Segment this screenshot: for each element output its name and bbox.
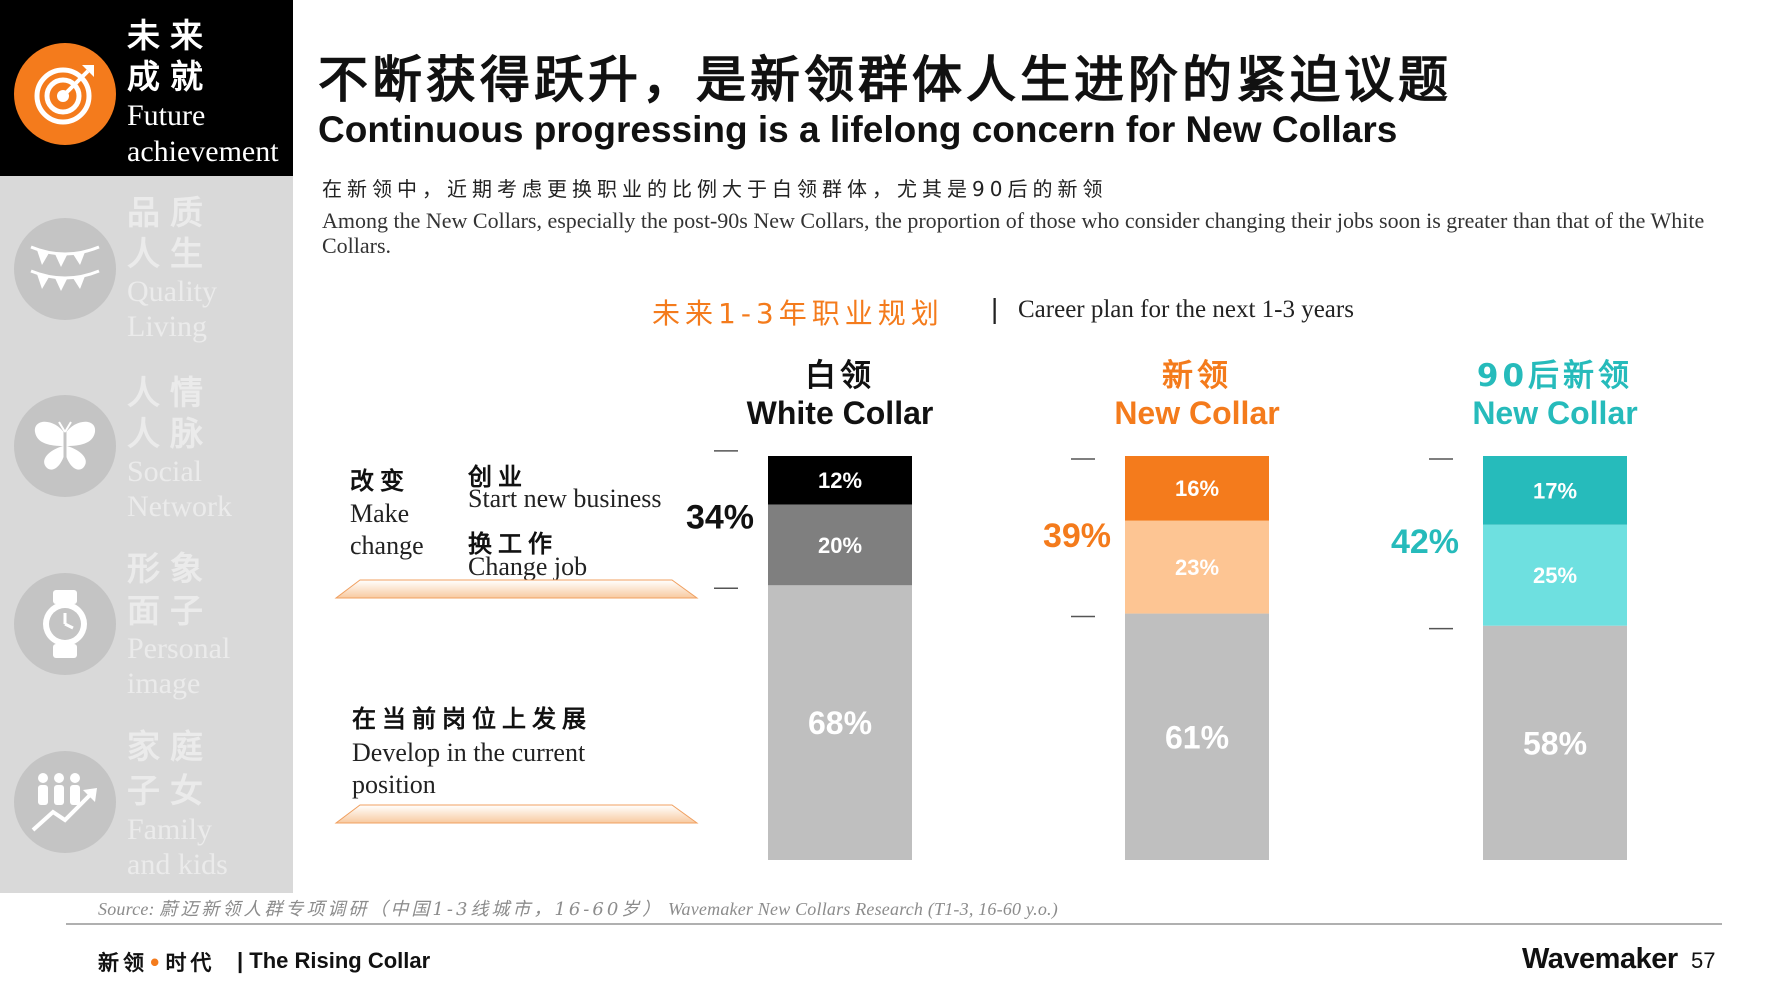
source-label: Source: [98,899,155,919]
data-label: 68% [808,705,872,741]
bar-segment [768,504,912,586]
category-title-zh: 90后新领 [1477,358,1633,394]
develop-label-zh: 在当前岗位上发展 [352,705,592,733]
make-change-label-en: Make [350,499,410,528]
description-en: Among the New Collars, especially the po… [322,208,1705,258]
data-label: 61% [1165,719,1229,755]
category-title-zh: 白领 [805,358,875,394]
make-change-label-en: change [350,531,424,560]
data-label: 58% [1523,725,1587,761]
bar-segment [768,456,912,505]
sidebar-label-zh: 子女 [127,771,213,810]
wavemaker-logo: Wavemaker [1522,943,1678,975]
watch-icon [14,573,116,675]
brand-zh: 新领•时代 [98,947,215,977]
sidebar-label-en: Quality [127,275,217,308]
data-label: 23% [1175,555,1219,580]
sidebar-label-en: achievement [127,135,279,168]
bar-segment [1483,625,1627,860]
make-change-bracket [334,579,699,599]
sidebar-item-quality-living[interactable]: 品质 人生 Quality Living [0,176,293,352]
sidebar-label-en: Personal [127,632,231,665]
sidebar: 未来 成就 Future achievement 品质 人生 Quality L… [0,0,293,893]
butterfly-icon [14,395,116,497]
bar-segment [1483,456,1627,525]
brand-dot: • [148,951,166,975]
sidebar-label-zh: 人生 [127,234,213,273]
sidebar-label-en: Living [127,310,207,343]
page-title-en: Continuous progressing is a lifelong con… [318,109,1398,150]
page-number: 57 [1691,948,1716,973]
family-growth-icon [14,751,116,853]
bar-segment [1125,456,1269,521]
data-label: 12% [818,468,862,493]
sidebar-label-en: Network [127,490,232,523]
sidebar-label-en: Future [127,99,206,132]
chart-title-separator: | [991,293,999,324]
sidebar-label-zh: 成就 [127,57,213,96]
sidebar-label-zh: 面子 [127,591,213,630]
sidebar-label-zh: 人情 [127,373,213,412]
category-title-en: New Collar [1114,395,1279,431]
category-title-en: New Collar [1472,395,1637,431]
sidebar-item-social-network[interactable]: 人情 人脉 Social Network [0,352,293,528]
sidebar-label-zh: 未来 [127,16,213,55]
data-label: 20% [818,533,862,558]
sidebar-item-family-kids[interactable]: 家庭 子女 Family and kids [0,704,293,893]
change-job-label-zh: 换工作 [468,530,558,558]
footer-divider [66,923,1722,925]
category-title-zh: 新领 [1162,358,1232,394]
sidebar-label-en: Family [127,813,213,846]
make-change-label-zh: 改变 [350,467,410,495]
sidebar-label-zh: 人脉 [127,414,213,453]
change-job-label-en: Change job [468,552,588,581]
sidebar-label-en: and kids [127,848,228,881]
brand-zh-part1: 新领 [98,951,148,975]
sidebar-item-future-achievement[interactable]: 未来 成就 Future achievement [0,0,293,176]
category-title-en: White Collar [747,395,934,431]
target-icon [14,43,116,145]
bar-segment [1125,520,1269,614]
data-label: 25% [1533,563,1577,588]
develop-label-en: Develop in the current [352,738,586,767]
sidebar-label-zh: 家庭 [127,727,213,766]
description-zh: 在新领中，近期考虑更换职业的比例大于白领群体，尤其是90后的新领 [322,177,1108,201]
make-change-total-label: 39% [1043,517,1111,555]
sidebar-label-zh: 形象 [127,549,213,588]
brand-zh-part2: 时代 [165,951,216,975]
bunting-icon [14,218,116,320]
sidebar-item-personal-image[interactable]: 形象 面子 Personal image [0,528,293,704]
bar-segment [1125,613,1269,860]
develop-bracket [334,804,699,824]
source-en: Wavemaker New Collars Research (T1-3, 16… [668,899,1058,919]
sidebar-label-en: image [127,667,201,700]
start-business-label-zh: 创业 [468,463,528,491]
bar-segment [1483,524,1627,626]
chart-title-en: Career plan for the next 1-3 years [1018,296,1354,323]
brand-en: | The Rising Collar [237,948,431,973]
sidebar-label-en: Social [127,455,202,488]
source-note: Source: 蔚迈新领人群专项调研（中国1-3线城市，16-60岁） Wave… [98,895,1058,921]
develop-label-en: position [352,770,436,799]
chart-title-zh: 未来1-3年职业规划 [652,297,944,330]
data-label: 16% [1175,476,1219,501]
source-zh: 蔚迈新领人群专项调研（中国1-3线城市，16-60岁） [159,899,664,920]
make-change-total-label: 34% [686,499,754,537]
bar-segment [768,585,912,860]
make-change-total-label: 42% [1391,523,1459,561]
page-title-zh: 不断获得跃升，是新领群体人生进阶的紧迫议题 [318,51,1452,109]
start-business-label-en: Start new business [468,484,662,513]
sidebar-label-zh: 品质 [127,193,213,232]
data-label: 17% [1533,478,1577,503]
